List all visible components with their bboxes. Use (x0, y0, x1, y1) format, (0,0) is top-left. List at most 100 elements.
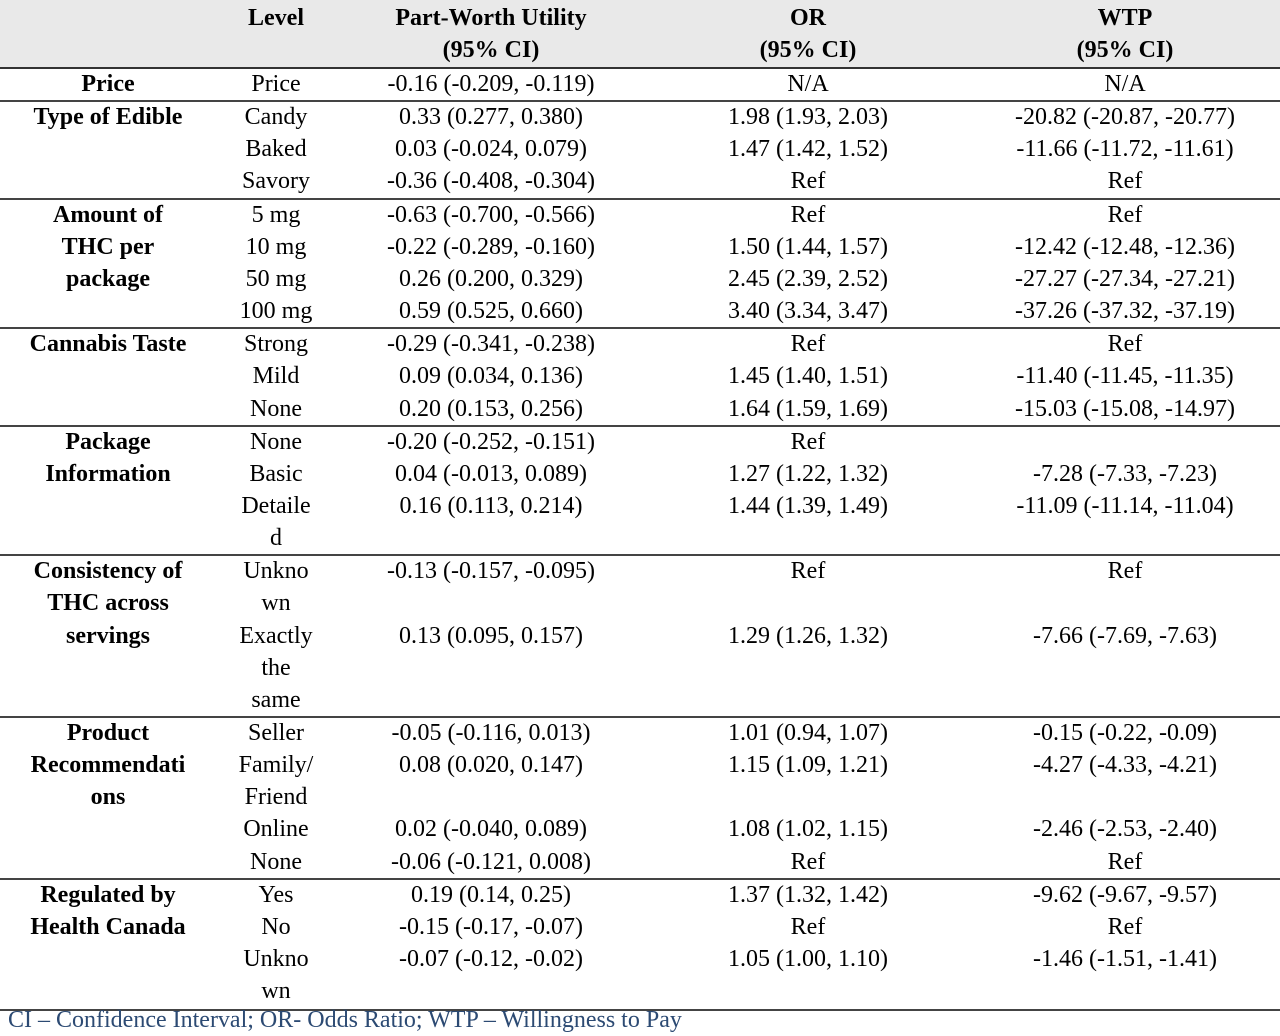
group-divider (0, 554, 1280, 557)
level-label: Unkno (243, 946, 309, 973)
wtp-value: -12.42 (-12.48, -12.36) (1015, 233, 1235, 260)
level-label: Savory (242, 168, 310, 195)
attribute-label: Health Canada (30, 913, 186, 940)
part-worth-utility-value: -0.29 (-0.341, -0.238) (387, 331, 595, 358)
level-label: Basic (249, 460, 303, 487)
group-divider (0, 877, 1280, 880)
wtp-value: N/A (1104, 71, 1146, 97)
part-worth-utility-value: -0.63 (-0.700, -0.566) (387, 201, 595, 228)
part-worth-utility-value: 0.08 (0.020, 0.147) (399, 752, 583, 779)
odds-ratio-value: Ref (790, 558, 826, 585)
wtp-value: -11.40 (-11.45, -11.35) (1016, 363, 1234, 390)
level-label: Yes (258, 881, 294, 908)
level-label: Family/ (238, 752, 314, 779)
wtp-value: -11.09 (-11.14, -11.04) (1016, 492, 1234, 519)
wtp-value: Ref (1107, 913, 1143, 940)
wtp-value: -11.66 (-11.72, -11.61) (1016, 136, 1234, 163)
wtp-value: -27.27 (-27.34, -27.21) (1015, 265, 1235, 292)
odds-ratio-value: Ref (790, 331, 826, 358)
odds-ratio-value: Ref (790, 201, 826, 228)
wtp-value: -20.82 (-20.87, -20.77) (1015, 104, 1235, 131)
part-worth-utility-value: 0.09 (0.034, 0.136) (399, 363, 583, 390)
part-worth-utility-value: 0.20 (0.153, 0.256) (399, 395, 583, 422)
header-pwu-line2: (95% CI) (442, 37, 540, 63)
level-label: 100 mg (239, 298, 313, 325)
wtp-value: -7.28 (-7.33, -7.23) (1033, 460, 1217, 487)
level-label: Candy (244, 104, 308, 131)
part-worth-utility-value: -0.16 (-0.209, -0.119) (387, 71, 595, 97)
odds-ratio-value: N/A (787, 71, 829, 97)
part-worth-utility-value: -0.15 (-0.17, -0.07) (399, 913, 583, 940)
attribute-label: Package (65, 428, 151, 455)
part-worth-utility-value: 0.04 (-0.013, 0.089) (395, 460, 587, 487)
wtp-value: Ref (1107, 201, 1143, 228)
table-bottom-rule (0, 1009, 1280, 1012)
attribute-label: Type of Edible (33, 104, 183, 131)
level-label: 10 mg (245, 233, 307, 260)
level-label: None (250, 848, 302, 875)
header-or-line2: (95% CI) (759, 37, 857, 63)
part-worth-utility-value: 0.33 (0.277, 0.380) (399, 104, 583, 131)
part-worth-utility-value: -0.20 (-0.252, -0.151) (387, 428, 595, 455)
odds-ratio-value: Ref (790, 428, 826, 455)
level-label: Online (243, 816, 309, 843)
group-divider (0, 716, 1280, 718)
part-worth-utility-value: -0.22 (-0.289, -0.160) (387, 233, 595, 260)
header-wtp: WTP (95% CI) (970, 2, 1280, 66)
attribute-label: Cannabis Taste (29, 331, 187, 358)
part-worth-utility-value: -0.05 (-0.116, 0.013) (391, 720, 591, 746)
header-level: Level (248, 5, 304, 31)
attribute-label: THC across (47, 590, 169, 617)
odds-ratio-value: 3.40 (3.34, 3.47) (728, 298, 888, 325)
group-divider (0, 424, 1280, 427)
attribute-label: ons (90, 784, 126, 811)
level-label: wn (261, 978, 291, 1005)
table-footnote: CI – Confidence Interval; OR- Odds Ratio… (8, 1007, 682, 1033)
part-worth-utility-value: 0.19 (0.14, 0.25) (411, 881, 571, 908)
level-label: Seller (248, 720, 304, 746)
part-worth-utility-value: -0.07 (-0.12, -0.02) (399, 946, 583, 973)
odds-ratio-value: Ref (790, 848, 826, 875)
header-part-worth-utility: Part-Worth Utility (95% CI) (336, 2, 646, 66)
attribute-label: Recommendati (30, 752, 186, 779)
level-label: 5 mg (251, 201, 301, 228)
odds-ratio-value: 1.45 (1.40, 1.51) (728, 363, 888, 390)
level-label: Mild (252, 363, 300, 390)
odds-ratio-value: Ref (790, 913, 826, 940)
odds-ratio-value: Ref (790, 168, 826, 195)
part-worth-utility-value: 0.16 (0.113, 0.214) (399, 492, 583, 519)
level-label: Strong (243, 331, 308, 358)
wtp-value: -1.46 (-1.51, -1.41) (1033, 946, 1217, 973)
wtp-value: -0.15 (-0.22, -0.09) (1033, 720, 1217, 746)
attribute-label: Regulated by (40, 881, 176, 908)
part-worth-utility-value: -0.13 (-0.157, -0.095) (387, 558, 595, 585)
part-worth-utility-value: 0.13 (0.095, 0.157) (399, 622, 583, 649)
level-label: Unkno (243, 558, 309, 585)
wtp-value: -37.26 (-37.32, -37.19) (1015, 298, 1235, 325)
odds-ratio-value: 1.01 (0.94, 1.07) (728, 720, 888, 746)
odds-ratio-value: 1.05 (1.00, 1.10) (728, 946, 888, 973)
group-divider (0, 327, 1280, 330)
level-label: wn (261, 590, 291, 617)
header-or-line1: OR (790, 5, 826, 31)
header-wtp-line1: WTP (1097, 5, 1153, 31)
odds-ratio-value: 1.64 (1.59, 1.69) (728, 395, 888, 422)
part-worth-utility-value: -0.36 (-0.408, -0.304) (387, 168, 595, 195)
attribute-label: package (66, 265, 150, 292)
header-wtp-line2: (95% CI) (1076, 37, 1174, 63)
odds-ratio-value: 1.15 (1.09, 1.21) (728, 752, 888, 779)
part-worth-utility-value: -0.06 (-0.121, 0.008) (391, 848, 591, 875)
level-label: Exactly (239, 622, 313, 649)
level-label: None (250, 395, 302, 422)
attribute-label: Amount of (52, 201, 163, 228)
odds-ratio-value: 1.37 (1.32, 1.42) (728, 881, 888, 908)
wtp-value: Ref (1107, 168, 1143, 195)
attribute-label: Product (66, 720, 150, 746)
header-odds-ratio: OR (95% CI) (646, 2, 970, 66)
odds-ratio-value: 1.47 (1.42, 1.52) (728, 136, 888, 163)
wtp-value: -2.46 (-2.53, -2.40) (1033, 816, 1217, 843)
wtp-value: -4.27 (-4.33, -4.21) (1033, 752, 1217, 779)
attribute-label: servings (66, 622, 150, 649)
level-label: Friend (244, 784, 308, 811)
wtp-value: -15.03 (-15.08, -14.97) (1015, 395, 1235, 422)
